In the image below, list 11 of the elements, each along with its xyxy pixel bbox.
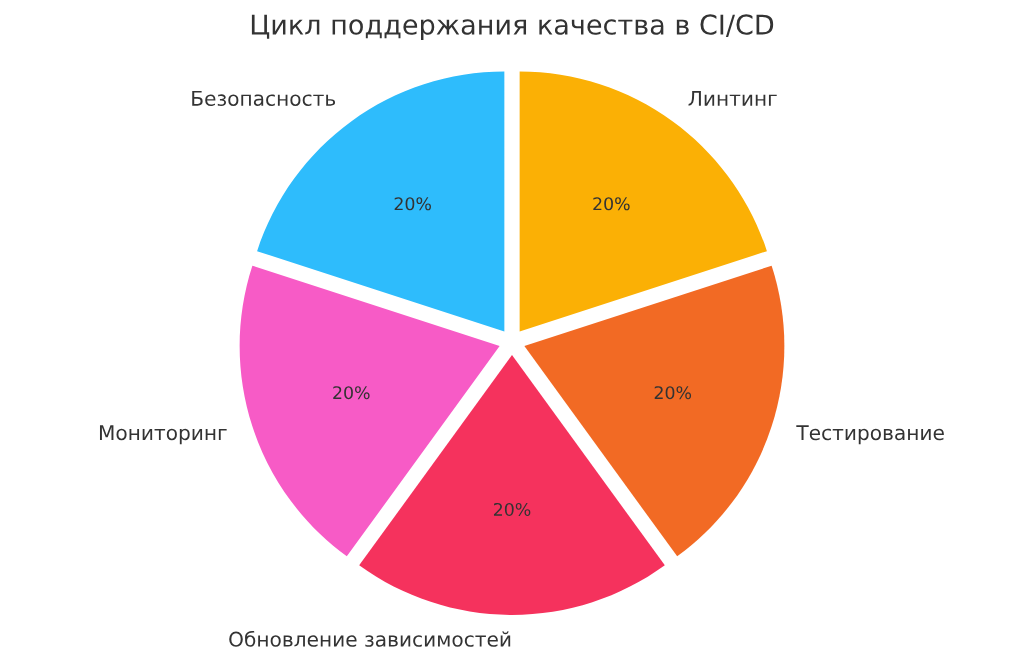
slice-label: Линтинг [688,90,777,106]
data-label: 20% [654,386,692,400]
slice-label: Обновление зависимостей [229,630,511,647]
data-label: 20% [593,197,630,211]
slice-label: Тестирование [796,425,944,445]
slice-label: Безопасность [192,90,336,106]
data-label: 20% [493,502,531,517]
slice-label: Мониторинг [99,425,227,445]
chart-title: Цикл поддержания качества в CI/CD [251,14,774,41]
data-label: 20% [394,197,431,211]
data-label: 20% [333,386,370,400]
